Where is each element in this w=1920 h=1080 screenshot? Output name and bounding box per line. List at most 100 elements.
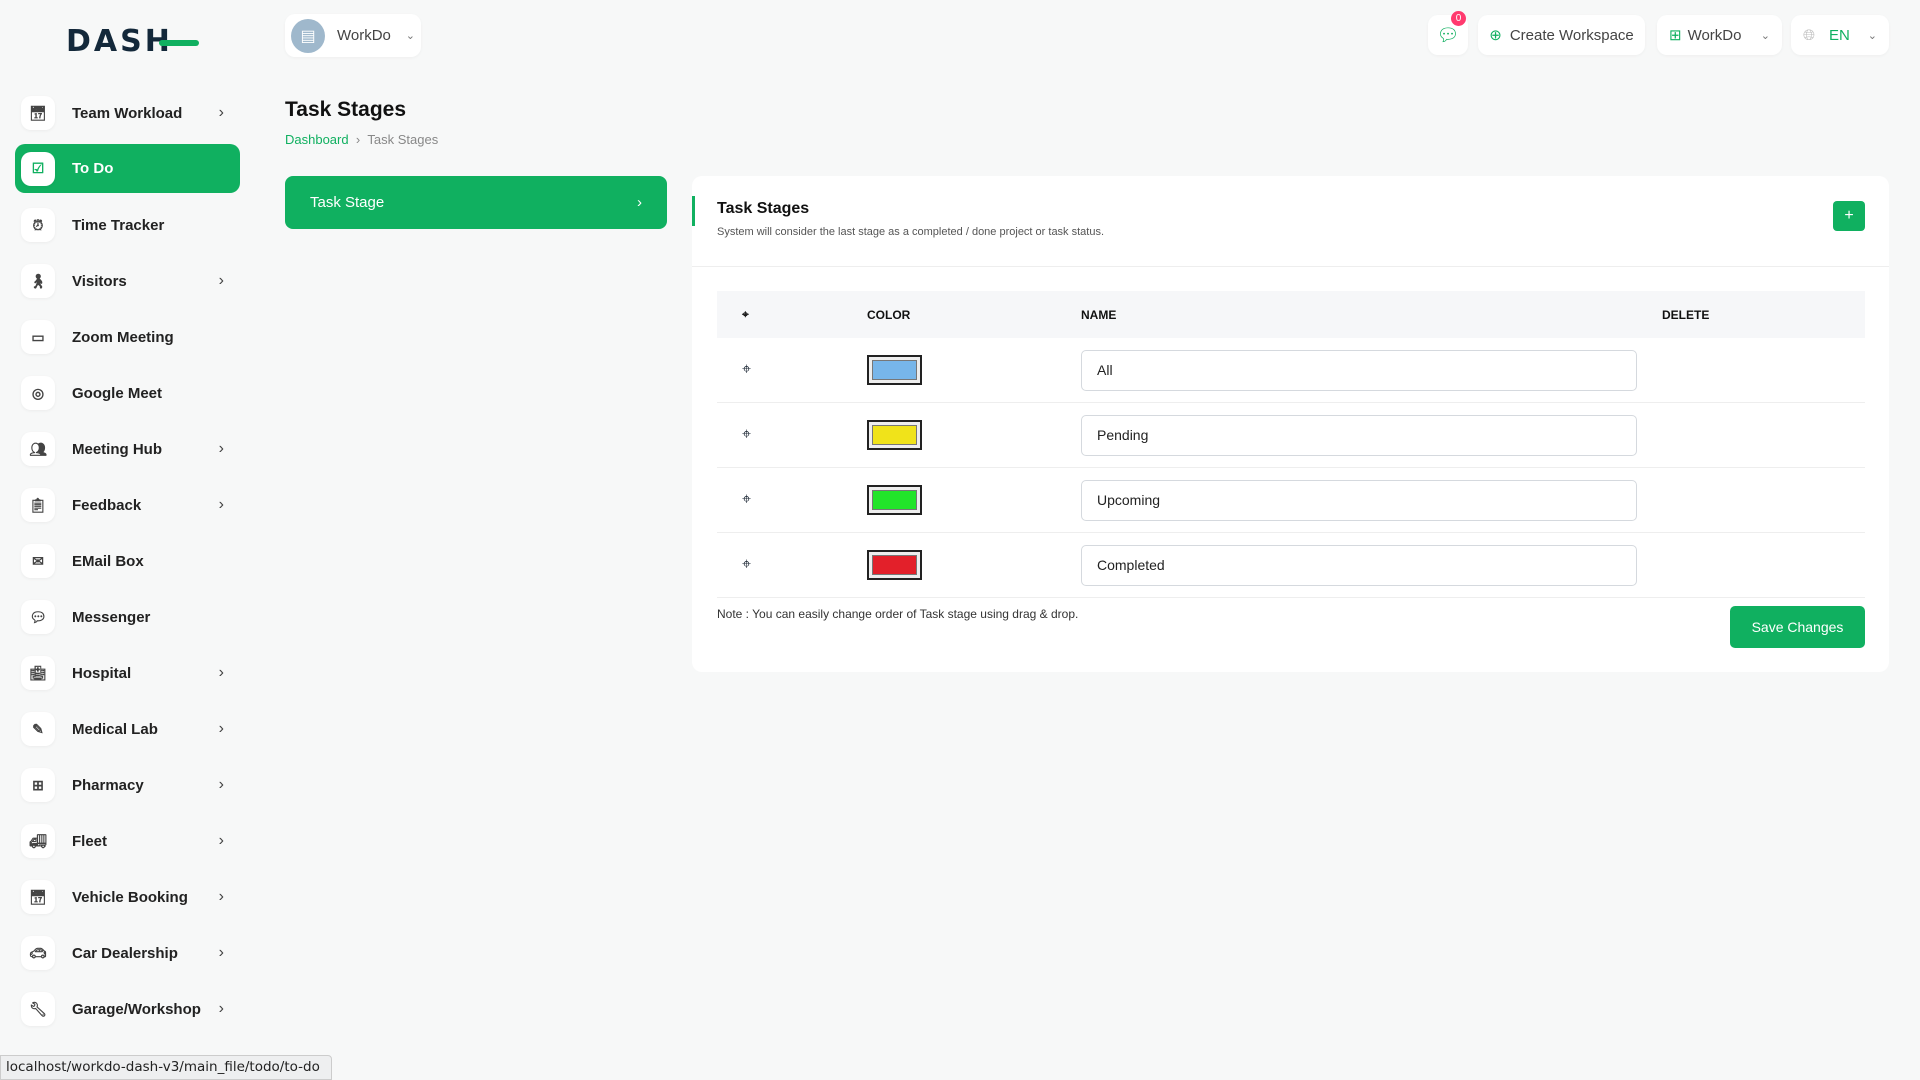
stage-row: ⌖ Completed (717, 533, 1865, 598)
sidebar-item-label: To Do (72, 160, 114, 177)
message-icon: 💬︎ (21, 600, 55, 634)
sidebar-item-label: Meeting Hub (72, 440, 162, 458)
stage-name-text: All (1097, 362, 1113, 378)
pharmacy-icon: ⊞ (21, 768, 55, 802)
sidebar-item-label: Messenger (72, 608, 151, 626)
plus-circle-icon: ⊕ (1489, 27, 1502, 44)
wrench-icon: 🔧︎ (21, 992, 55, 1026)
sidebar: 📅︎ Team Workload › ☑ To Do ⏰︎ Time Tracker 🚶︎ Vi… (15, 85, 240, 1037)
drag-handle-icon[interactable]: ⌖ (742, 491, 752, 508)
task-stage-menu-item[interactable]: Task Stage › (285, 176, 667, 229)
workdo-label: WorkDo (1687, 26, 1742, 44)
stage-name-text: Upcoming (1097, 492, 1161, 508)
header-delete: DELETE (1662, 307, 1710, 322)
sidebar-item-label: Car Dealership (72, 944, 178, 962)
chevron-right-icon: › (218, 776, 224, 793)
sidebar-item-label: Hospital (72, 664, 132, 682)
sidebar-item-medical-lab[interactable]: ✎ Medical Lab › (15, 701, 240, 757)
truck-icon: 🚚︎ (21, 824, 55, 858)
breadcrumb-dashboard[interactable]: Dashboard (285, 132, 349, 147)
table-header: ⌖ COLOR NAME DELETE (717, 291, 1865, 338)
move-icon: ⌖ (742, 307, 749, 321)
dash-logo[interactable]: DASH (66, 24, 199, 59)
breadcrumb-current: Task Stages (367, 132, 439, 147)
chevron-down-icon: ⌄ (1867, 29, 1877, 42)
sidebar-item-meeting-hub[interactable]: 👥︎ Meeting Hub › (15, 421, 240, 477)
sidebar-item-visitors[interactable]: 🚶︎ Visitors › (15, 253, 240, 309)
chevron-right-icon: › (218, 272, 224, 289)
save-changes-button[interactable]: Save Changes (1730, 606, 1865, 648)
sidebar-item-label: Team Workload (72, 104, 183, 122)
sidebar-item-email-box[interactable]: ✉ EMail Box (15, 533, 240, 589)
divider (692, 266, 1889, 267)
stage-name-input[interactable]: Pending (1081, 414, 1637, 456)
add-stage-button[interactable]: + (1833, 201, 1865, 231)
task-stages-card: Task Stages System will consider the las… (692, 176, 1889, 672)
chevron-right-icon: › (218, 888, 224, 905)
sidebar-item-car-dealership[interactable]: 🚗︎ Car Dealership › (15, 925, 240, 981)
chat-count-badge: 0 (1451, 11, 1466, 26)
language-label: EN (1829, 26, 1850, 44)
accent-bar (692, 196, 695, 226)
chevron-down-icon: ⌄ (1760, 29, 1770, 42)
color-picker[interactable] (867, 355, 922, 385)
sidebar-item-label: Medical Lab (72, 720, 158, 738)
sidebar-item-messenger[interactable]: 💬︎ Messenger (15, 589, 240, 645)
sidebar-item-team-workload[interactable]: 📅︎ Team Workload › (15, 85, 240, 141)
header-name: NAME (1081, 307, 1117, 322)
header-color: COLOR (867, 307, 911, 322)
sidebar-item-to-do[interactable]: ☑ To Do (15, 144, 240, 193)
sidebar-item-garage-workshop[interactable]: 🔧︎ Garage/Workshop › (15, 981, 240, 1037)
stage-name-text: Completed (1097, 557, 1165, 573)
sidebar-item-label: EMail Box (72, 552, 144, 570)
create-workspace-button[interactable]: ⊕ Create Workspace (1478, 15, 1645, 55)
color-picker[interactable] (867, 485, 922, 515)
calendar-icon: 📅︎ (21, 96, 55, 130)
sidebar-item-feedback[interactable]: 📋︎ Feedback › (15, 477, 240, 533)
chevron-down-icon: ⌄ (405, 30, 415, 42)
chevron-right-icon: › (218, 832, 224, 849)
calendar-icon: 📅︎ (21, 880, 55, 914)
sidebar-item-pharmacy[interactable]: ⊞ Pharmacy › (15, 757, 240, 813)
meet-icon: ◎ (21, 376, 55, 410)
create-workspace-label: Create Workspace (1509, 26, 1634, 44)
building-icon: ▤ (291, 18, 325, 53)
sidebar-item-label: Fleet (72, 832, 108, 850)
drag-handle-icon[interactable]: ⌖ (742, 426, 752, 443)
note-text: Note : You can easily change order of Ta… (717, 607, 1079, 621)
stage-row: ⌖ All (717, 338, 1865, 403)
sidebar-item-time-tracker[interactable]: ⏰︎ Time Tracker (15, 197, 240, 253)
stage-name-input[interactable]: All (1081, 349, 1637, 391)
sidebar-item-hospital[interactable]: 🏥︎ Hospital › (15, 645, 240, 701)
sidebar-item-label: Zoom Meeting (72, 328, 174, 346)
sidebar-item-label: Pharmacy (72, 776, 144, 794)
workdo-menu[interactable]: ⊞ WorkDo ⌄ (1657, 15, 1782, 55)
color-picker[interactable] (867, 550, 922, 580)
hospital-icon: 🏥︎ (21, 656, 55, 690)
color-picker[interactable] (867, 420, 922, 450)
sidebar-item-google-meet[interactable]: ◎ Google Meet (15, 365, 240, 421)
stage-name-input[interactable]: Completed (1081, 544, 1637, 586)
drag-handle-icon[interactable]: ⌖ (742, 556, 752, 573)
stage-name-input[interactable]: Upcoming (1081, 479, 1637, 521)
drag-handle-icon[interactable]: ⌖ (742, 361, 752, 378)
clipboard-icon: 📋︎ (21, 488, 55, 522)
workspace-select[interactable]: ▤ WorkDo ⌄ (285, 14, 421, 57)
alarm-icon: ⏰︎ (21, 208, 55, 242)
chat-button[interactable]: 💬︎ 0 (1428, 11, 1468, 55)
car-icon: 🚗︎ (21, 936, 55, 970)
language-select[interactable]: 🌐︎ EN ⌄ (1791, 15, 1889, 55)
stage-row: ⌖ Pending (717, 403, 1865, 468)
page-title: Task Stages (285, 98, 407, 121)
sidebar-item-label: Google Meet (72, 384, 163, 402)
chevron-right-icon: › (218, 496, 224, 513)
sidebar-item-label: Garage/Workshop (72, 1000, 201, 1018)
apps-icon: ⊞ (1669, 27, 1682, 44)
card-description: System will consider the last stage as a… (717, 226, 1105, 238)
sidebar-item-zoom-meeting[interactable]: ▭ Zoom Meeting (15, 309, 240, 365)
globe-icon: 🌐︎ (1803, 26, 1816, 44)
sidebar-item-vehicle-booking[interactable]: 📅︎ Vehicle Booking › (15, 869, 240, 925)
chevron-right-icon: › (637, 194, 642, 211)
sidebar-item-fleet[interactable]: 🚚︎ Fleet › (15, 813, 240, 869)
chevron-right-icon: › (218, 104, 224, 121)
